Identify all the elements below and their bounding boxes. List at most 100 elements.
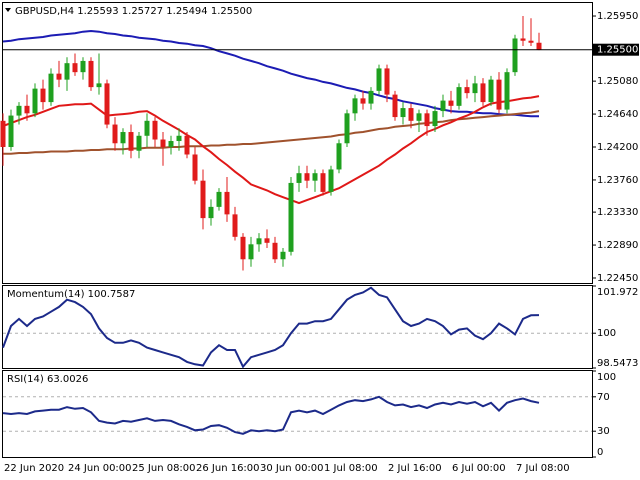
candle-body	[120, 132, 126, 144]
y-tick-label: 70	[597, 392, 610, 403]
x-tick-label: 6 Jul 00:00	[452, 463, 506, 474]
x-tick-label: 25 Jun 08:00	[132, 463, 196, 474]
indicator-title: RSI(14) 63.0026	[7, 374, 88, 385]
candle-body	[240, 236, 246, 260]
y-tick-label: 0	[597, 447, 603, 458]
candle-body	[472, 83, 478, 94]
candle-body	[456, 87, 462, 106]
y-tick-label: 1.25080	[597, 76, 638, 87]
x-tick-label: 26 Jun 16:00	[196, 463, 260, 474]
candle-body	[160, 139, 166, 148]
candle-body	[232, 214, 238, 237]
chart-title: GBPUSD,H4 1.25593 1.25727 1.25494 1.2550…	[15, 6, 252, 17]
candle-body	[128, 132, 134, 151]
candle-body	[304, 173, 310, 181]
y-tick-label: 1.25950	[597, 11, 638, 22]
candle-body	[336, 143, 342, 170]
moving-average	[3, 110, 540, 155]
candle-body	[208, 206, 214, 219]
candle-body	[392, 94, 398, 118]
candle-body	[272, 242, 278, 260]
y-tick-label: 1.24200	[597, 142, 638, 153]
y-tick-label: 30	[597, 426, 610, 437]
candle-body	[536, 42, 542, 50]
candle-body	[200, 180, 206, 219]
candle-body	[264, 238, 270, 243]
candle-body	[344, 113, 350, 144]
candle-body	[248, 244, 254, 260]
x-tick-label: 2 Jul 16:00	[388, 463, 442, 474]
candle-body	[176, 135, 182, 142]
y-tick-label: 1.22450	[597, 273, 638, 284]
moving-average	[2, 29, 539, 118]
candle-body	[496, 79, 502, 110]
candle-body	[256, 238, 262, 245]
candle-body	[528, 40, 534, 43]
indicator-line	[2, 286, 540, 369]
candle-body	[408, 108, 414, 121]
candle-body	[296, 173, 302, 183]
candle-body	[480, 83, 486, 103]
x-tick-label: 1 Jul 08:00	[324, 463, 378, 474]
candle-body	[440, 100, 446, 112]
candle-body	[432, 111, 438, 127]
candle-body	[368, 90, 374, 104]
candle-body	[168, 141, 174, 148]
candle-body	[288, 182, 294, 252]
candle-body	[224, 191, 230, 215]
candle-body	[464, 87, 470, 94]
candle-body	[488, 79, 494, 103]
candle-body	[144, 120, 150, 136]
candle-body	[96, 83, 102, 88]
y-tick-label: 100	[597, 328, 616, 339]
x-tick-label: 22 Jun 2020	[4, 463, 64, 474]
candle-body	[16, 105, 22, 116]
candle-body	[72, 63, 78, 73]
y-tick-label: 100	[597, 372, 616, 383]
indicator-line	[2, 395, 540, 435]
candle-body	[360, 98, 366, 104]
y-tick-label: 1.24640	[597, 109, 638, 120]
candle-body	[312, 173, 318, 181]
y-tick-label: 101.972	[597, 287, 638, 298]
candle-body	[152, 120, 158, 140]
candle-body	[80, 60, 86, 73]
candle-body	[32, 88, 38, 114]
candle-body	[48, 73, 54, 103]
momentum-panel	[2, 285, 593, 369]
candle-body	[136, 135, 142, 151]
candle-body	[448, 100, 454, 106]
candle-body	[184, 135, 190, 155]
y-tick-label: 98.5473	[597, 358, 638, 369]
moving-average	[2, 95, 540, 205]
candle-body	[376, 68, 382, 91]
candle-body	[216, 191, 222, 207]
candle-body	[8, 115, 14, 148]
candle-body	[280, 251, 286, 260]
candle-body	[104, 83, 110, 125]
candle-body	[504, 72, 510, 110]
candle-body	[512, 38, 518, 73]
y-tick-label: 1.23760	[597, 175, 638, 186]
menu-arrow	[5, 8, 11, 12]
x-tick-label: 30 Jun 00:00	[260, 463, 324, 474]
candle-body	[416, 113, 422, 121]
candle-body	[328, 169, 334, 192]
y-tick-label: 1.23330	[597, 207, 638, 218]
candle-body	[520, 38, 526, 41]
candle-body	[40, 88, 46, 103]
y-tick-label: 1.22890	[597, 240, 638, 251]
candle-body	[0, 120, 6, 148]
last-price-label: 1.25500	[597, 45, 638, 56]
candle-body	[192, 154, 198, 181]
candle-body	[352, 98, 358, 114]
x-tick-label: 24 Jun 00:00	[68, 463, 132, 474]
candle-body	[320, 173, 326, 192]
last-price-box	[593, 43, 639, 56]
candle-body	[424, 113, 430, 127]
rsi-panel	[2, 370, 593, 458]
candle-body	[88, 60, 94, 88]
